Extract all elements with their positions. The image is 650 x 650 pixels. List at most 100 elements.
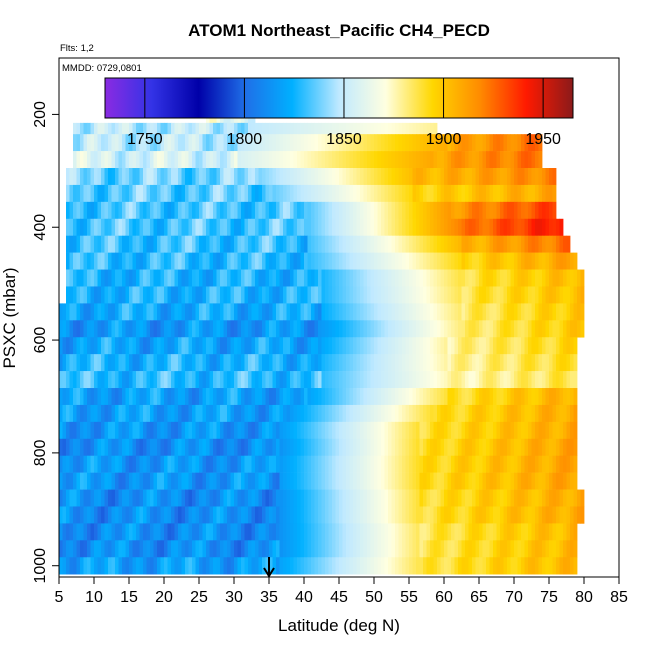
heatmap-cell (500, 472, 504, 490)
heatmap-cell (489, 303, 494, 321)
heatmap-cell (419, 557, 424, 575)
heatmap-cell (535, 235, 539, 253)
heatmap-cell (535, 523, 539, 541)
heatmap-cell (367, 506, 371, 524)
heatmap-cell (486, 404, 490, 423)
heatmap-cell (528, 151, 532, 169)
heatmap-cell (573, 557, 578, 575)
heatmap-cell (185, 320, 189, 338)
heatmap-cell (251, 269, 256, 287)
heatmap-cell (311, 421, 315, 440)
heatmap-cell (528, 320, 532, 338)
heatmap-cell (489, 438, 494, 457)
heatmap-cell (349, 303, 354, 321)
heatmap-cell (416, 455, 420, 473)
heatmap-cell (146, 354, 151, 372)
heatmap-cell (146, 201, 151, 220)
heatmap-cell (244, 201, 249, 220)
heatmap-cell (325, 218, 329, 236)
heatmap-cell (269, 388, 273, 406)
heatmap-cell (101, 438, 105, 457)
heatmap-cell (118, 455, 123, 473)
heatmap-cell (188, 337, 193, 355)
heatmap-cell (90, 455, 95, 473)
heatmap-cell (405, 523, 410, 541)
heatmap-cell (552, 337, 557, 355)
heatmap-cell (160, 506, 165, 524)
heatmap-cell (353, 320, 357, 338)
heatmap-cell (570, 557, 574, 575)
heatmap-cell (213, 122, 217, 141)
heatmap-cell (349, 235, 354, 253)
heatmap-cell (482, 421, 487, 440)
heatmap-cell (479, 303, 483, 321)
heatmap-cell (342, 134, 347, 152)
heatmap-cell (293, 184, 298, 203)
heatmap-cell (66, 337, 70, 355)
heatmap-cell (66, 184, 70, 203)
heatmap-cell (395, 388, 399, 406)
heatmap-cell (367, 235, 371, 253)
heatmap-cell (227, 201, 231, 220)
heatmap-cell (363, 252, 368, 270)
heatmap-cell (181, 286, 186, 304)
heatmap-cell (335, 489, 340, 507)
heatmap-cell (185, 218, 189, 236)
heatmap-cell (115, 286, 119, 304)
heatmap-cell (153, 455, 158, 473)
heatmap-cell (423, 404, 427, 423)
heatmap-cell (570, 438, 574, 457)
heatmap-cell (188, 404, 193, 423)
heatmap-cell (188, 134, 193, 152)
heatmap-cell (430, 337, 434, 355)
heatmap-cell (248, 438, 252, 457)
heatmap-cell (409, 371, 413, 389)
heatmap-cell (479, 168, 483, 186)
heatmap-cell (549, 472, 553, 490)
heatmap-cell (416, 252, 420, 270)
heatmap-cell (139, 151, 144, 169)
heatmap-cell (409, 252, 413, 270)
heatmap-cell (108, 371, 112, 389)
heatmap-cell (542, 337, 546, 355)
heatmap-cell (150, 489, 154, 507)
heatmap-cell (374, 523, 378, 541)
heatmap-cell (90, 201, 95, 220)
heatmap-cell (517, 421, 522, 440)
heatmap-cell (395, 218, 399, 236)
heatmap-cell (489, 472, 494, 490)
dates-label: MMDD: 0729,0801 (62, 63, 142, 74)
heatmap-cell (90, 184, 95, 203)
heatmap-cell (230, 320, 235, 338)
heatmap-cell (164, 235, 168, 253)
heatmap-cell (549, 303, 553, 321)
heatmap-cell (167, 438, 172, 457)
heatmap-cell (237, 540, 242, 558)
heatmap-cell (566, 286, 571, 304)
heatmap-cell (580, 506, 585, 524)
heatmap-cell (69, 252, 74, 270)
heatmap-cell (108, 354, 112, 372)
heatmap-cell (430, 371, 434, 389)
heatmap-cell (87, 303, 91, 321)
heatmap-cell (265, 168, 270, 186)
heatmap-cell (262, 404, 266, 423)
heatmap-cell (87, 404, 91, 423)
heatmap-cell (573, 286, 578, 304)
heatmap-cell (76, 472, 81, 490)
heatmap-cell (346, 151, 350, 169)
heatmap-cell (332, 303, 336, 321)
heatmap-cell (153, 286, 158, 304)
heatmap-cell (237, 523, 242, 541)
heatmap-cell (374, 269, 378, 287)
heatmap-cell (440, 472, 445, 490)
heatmap-cell (262, 472, 266, 490)
x-axis: 5 10 15 20 25 30 35 40 45 50 55 60 65 70 75 80 85 (55, 577, 628, 606)
heatmap-cell (192, 354, 196, 372)
heatmap-cell (573, 489, 578, 507)
heatmap-cell (265, 371, 270, 389)
heatmap-cell (556, 371, 560, 389)
heatmap-cell (328, 523, 333, 541)
heatmap-cell (283, 303, 287, 321)
